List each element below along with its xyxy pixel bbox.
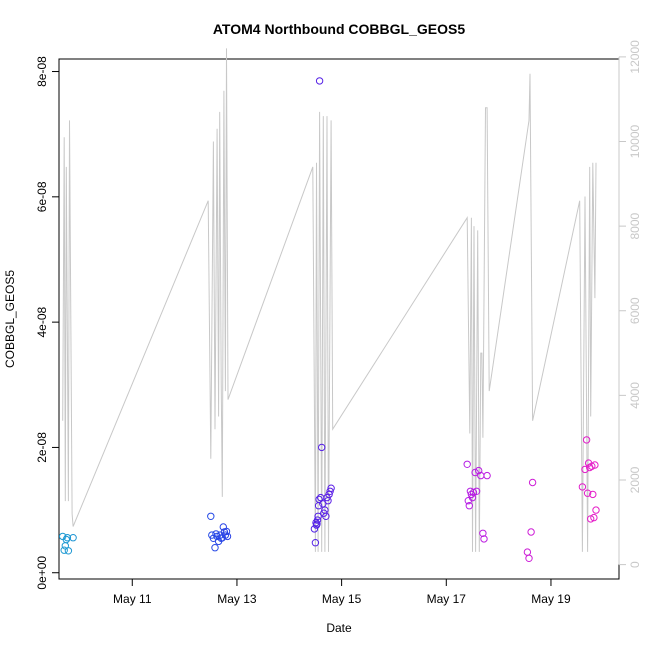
data-point <box>326 487 334 495</box>
data-point <box>207 512 215 520</box>
data-point <box>472 487 481 495</box>
y2-axis: 0 2000 4000 6000 8000 10000 12000 <box>618 40 642 568</box>
data-point <box>318 443 326 452</box>
data-point <box>583 489 592 497</box>
data-point <box>62 535 71 544</box>
data-point <box>525 554 533 562</box>
y-axis: 0e+00 2e-08 4e-08 6e-08 8e-08 <box>35 56 60 590</box>
y-tick-label: 0e+00 <box>35 556 49 590</box>
data-point <box>311 539 320 547</box>
data-point <box>468 493 477 502</box>
data-point <box>590 513 598 522</box>
y-tick-label: 4e-08 <box>35 306 49 337</box>
data-point <box>327 484 335 492</box>
data-point <box>465 502 473 510</box>
series-line <box>62 48 597 552</box>
data-point <box>313 516 322 524</box>
x-tick-label: May 13 <box>217 592 257 606</box>
y2-tick-label: 10000 <box>628 124 642 158</box>
data-point <box>63 534 72 542</box>
data-point <box>313 520 321 528</box>
data-point <box>480 535 488 543</box>
y2-tick-label: 2000 <box>628 466 642 493</box>
data-point <box>587 515 595 523</box>
data-point <box>315 495 323 504</box>
x-axis: May 11 May 13 May 15 May 17 May 19 <box>113 578 571 606</box>
data-point <box>483 471 491 480</box>
data-point <box>578 483 587 491</box>
y-axis-label: COBBGL_GEOS5 <box>3 270 17 368</box>
data-point <box>479 529 487 537</box>
data-point <box>581 465 589 474</box>
y2-tick-label: 12000 <box>628 40 642 74</box>
y2-tick-label: 8000 <box>628 212 642 239</box>
data-point <box>471 468 479 477</box>
data-point <box>528 478 537 487</box>
data-point <box>592 506 600 514</box>
data-point <box>222 527 231 536</box>
data-point <box>589 490 597 499</box>
y2-tick-label: 4000 <box>628 382 642 409</box>
y2-tick-label: 0 <box>628 561 642 568</box>
data-point <box>523 548 532 556</box>
chart-title: ATOM4 Northbound COBBGL_GEOS5 <box>213 21 465 37</box>
x-tick-label: May 11 <box>113 592 152 606</box>
data-point <box>221 531 230 539</box>
data-point <box>314 512 322 520</box>
data-point <box>475 466 483 475</box>
data-point <box>591 461 599 469</box>
y-tick-label: 6e-08 <box>35 181 49 212</box>
y2-tick-label: 6000 <box>628 297 642 324</box>
data-point <box>527 528 535 536</box>
plot-frame <box>58 58 620 580</box>
x-tick-label: May 19 <box>531 592 571 606</box>
data-point <box>223 532 232 541</box>
data-point <box>64 547 73 555</box>
data-point <box>211 544 219 552</box>
data-point <box>463 460 471 468</box>
line-layer <box>62 48 597 552</box>
x-tick-label: May 15 <box>322 592 362 606</box>
x-tick-label: May 17 <box>427 592 467 606</box>
data-point <box>69 534 77 542</box>
data-point <box>322 512 330 520</box>
x-axis-label: Date <box>326 621 352 635</box>
y-tick-label: 2e-08 <box>35 432 49 463</box>
data-point <box>582 436 591 444</box>
y-tick-label: 8e-08 <box>35 56 49 87</box>
points-layer <box>59 77 600 562</box>
data-point <box>60 546 68 554</box>
data-point <box>315 77 324 85</box>
